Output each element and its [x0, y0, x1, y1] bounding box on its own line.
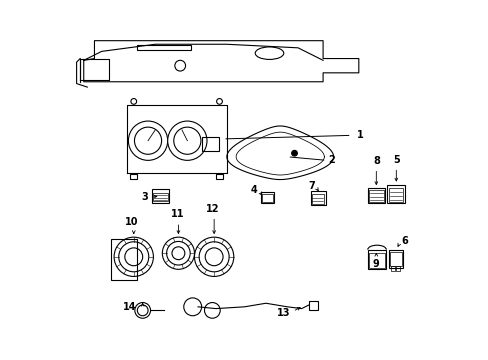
- Bar: [388, 249, 403, 267]
- Text: 6: 6: [400, 237, 407, 247]
- Circle shape: [166, 242, 190, 265]
- Bar: [395, 266, 399, 271]
- Bar: [151, 189, 169, 203]
- Text: 14: 14: [123, 302, 136, 312]
- Circle shape: [134, 127, 162, 154]
- Text: 3: 3: [141, 192, 148, 202]
- Ellipse shape: [255, 47, 283, 59]
- Bar: [260, 192, 274, 203]
- Text: 1: 1: [356, 130, 363, 140]
- Bar: [389, 252, 402, 266]
- Bar: [388, 188, 402, 202]
- Circle shape: [137, 305, 148, 316]
- Circle shape: [204, 302, 220, 318]
- Text: 5: 5: [392, 155, 399, 165]
- Bar: [311, 194, 324, 204]
- Bar: [367, 249, 386, 269]
- Circle shape: [183, 298, 201, 316]
- Bar: [368, 253, 384, 267]
- Circle shape: [205, 248, 223, 266]
- Bar: [390, 266, 394, 271]
- Circle shape: [119, 242, 148, 272]
- Bar: [130, 174, 137, 179]
- Bar: [261, 194, 272, 202]
- Circle shape: [162, 237, 194, 269]
- Circle shape: [131, 99, 136, 104]
- Text: 11: 11: [170, 209, 183, 219]
- Circle shape: [135, 302, 150, 318]
- Bar: [310, 192, 325, 205]
- Bar: [153, 193, 167, 202]
- Text: 2: 2: [328, 156, 334, 165]
- Text: 10: 10: [125, 217, 139, 227]
- Text: 7: 7: [307, 181, 314, 191]
- Circle shape: [167, 121, 206, 160]
- Bar: [368, 190, 383, 202]
- Circle shape: [291, 150, 297, 156]
- Text: 4: 4: [250, 185, 257, 195]
- Circle shape: [194, 237, 233, 276]
- Text: 13: 13: [276, 308, 290, 318]
- Circle shape: [199, 242, 229, 272]
- Circle shape: [128, 121, 167, 160]
- Text: 8: 8: [372, 156, 379, 166]
- Circle shape: [124, 248, 142, 266]
- Circle shape: [114, 237, 153, 276]
- Circle shape: [175, 60, 185, 71]
- Bar: [110, 239, 137, 280]
- Bar: [308, 301, 317, 310]
- Bar: [367, 188, 384, 203]
- Circle shape: [216, 99, 222, 104]
- Bar: [137, 45, 190, 50]
- Circle shape: [172, 247, 184, 260]
- Bar: [386, 185, 404, 203]
- Circle shape: [173, 127, 201, 154]
- Bar: [201, 137, 219, 152]
- Text: 9: 9: [372, 259, 379, 269]
- Text: 12: 12: [206, 203, 220, 213]
- Bar: [216, 174, 223, 179]
